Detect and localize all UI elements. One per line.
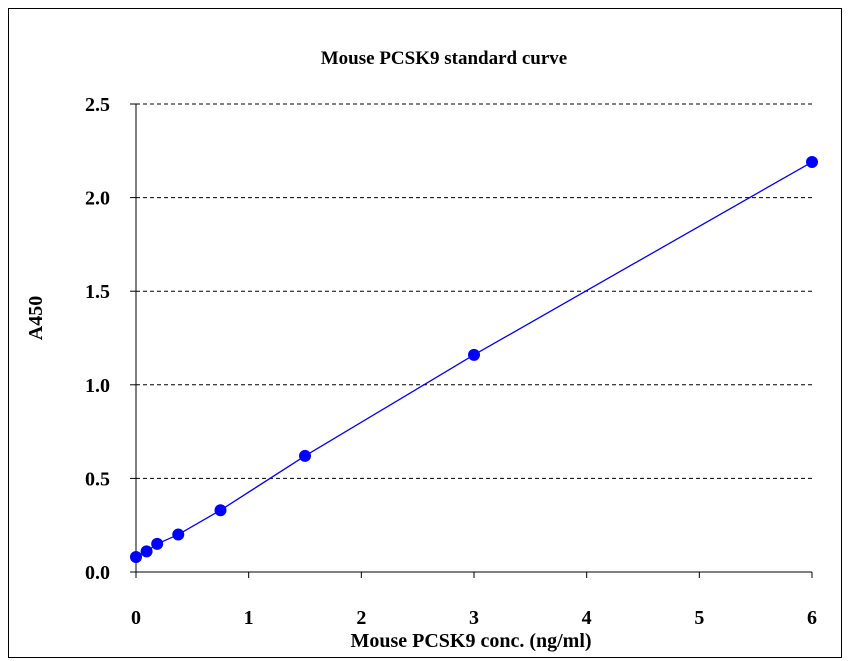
x-tick-label: 2: [356, 607, 366, 629]
y-tick-labels: 0.0 0.5 1.0 1.5 2.0 2.5: [85, 94, 110, 584]
data-series: [130, 156, 818, 564]
data-point: [299, 449, 311, 462]
x-tick-label: 1: [244, 607, 254, 629]
x-tick-label: 5: [694, 607, 704, 629]
x-tick-labels: 0 1 2 3 4 5 6: [131, 607, 817, 629]
x-tick-label: 6: [807, 607, 817, 629]
data-point: [140, 545, 153, 558]
y-tick-label: 2.0: [85, 188, 110, 210]
y-axis-label: A450: [25, 296, 47, 340]
x-axis-label: Mouse PCSK9 conc. (ng/ml): [350, 630, 591, 652]
y-tick-label: 1.5: [85, 281, 110, 303]
x-tick-label: 4: [582, 607, 592, 629]
grid-lines: [136, 103, 812, 479]
data-point: [468, 348, 480, 361]
y-tick-label: 0.5: [85, 468, 110, 490]
data-point: [130, 551, 142, 564]
data-point: [214, 504, 227, 517]
data-point: [151, 537, 164, 550]
chart-title: Mouse PCSK9 standard curve: [321, 48, 567, 69]
x-tick-label: 3: [469, 607, 479, 629]
y-tick-label: 1.0: [85, 375, 110, 397]
data-point: [172, 528, 185, 541]
data-point: [806, 156, 818, 169]
y-tick-label: 0.0: [85, 562, 110, 584]
y-tick-label: 2.5: [85, 94, 110, 116]
axes: [130, 103, 813, 578]
x-tick-label: 0: [131, 607, 141, 629]
